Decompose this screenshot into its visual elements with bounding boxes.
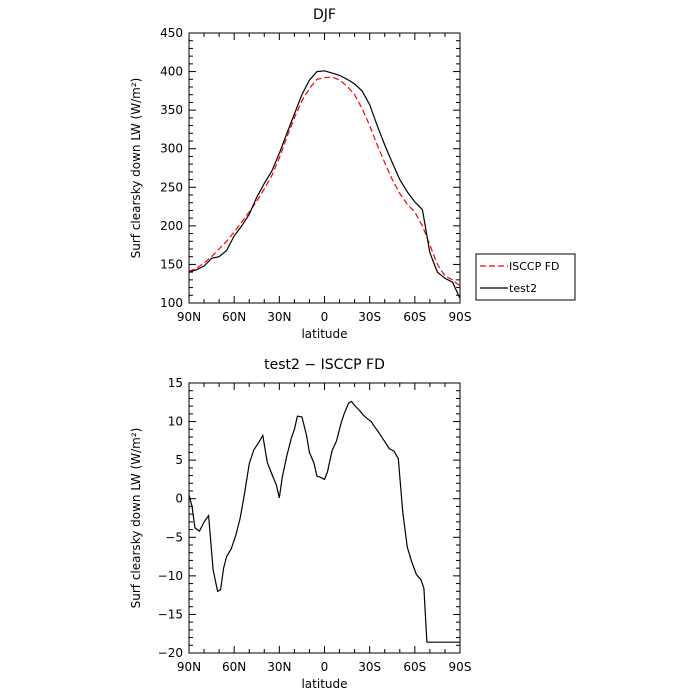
y-tick-label: 450 <box>160 26 183 40</box>
x-tick-label: 60N <box>222 660 246 674</box>
x-tick-label: 30N <box>267 310 291 324</box>
y-tick-label: 400 <box>160 65 183 79</box>
x-tick-label: 60N <box>222 310 246 324</box>
y-tick-label: −10 <box>158 569 183 583</box>
top-panel: DJF 90N 60N 30N 0 30S 60S 90S 100 150 200 250 300 350… <box>129 7 471 341</box>
y-tick-label: 350 <box>160 103 183 117</box>
y-axis-label: Surf clearsky down LW (W/m²) <box>129 78 143 259</box>
y-tick-label: 100 <box>160 296 183 310</box>
x-tick-label: 30S <box>358 660 381 674</box>
x-tick-label: 90S <box>449 310 472 324</box>
series-line-isccp-fd <box>189 76 460 287</box>
x-tick-label: 90N <box>177 660 201 674</box>
legend-label: ISCCP FD <box>509 260 560 273</box>
legend-label: test2 <box>509 282 537 295</box>
x-tick-label: 90S <box>449 660 472 674</box>
y-tick-label: −5 <box>165 530 183 544</box>
x-axis-label: latitude <box>301 327 347 341</box>
x-axis-label: latitude <box>301 677 347 691</box>
x-tick-label: 30N <box>267 660 291 674</box>
legend-box <box>475 253 576 301</box>
series-line-test2 <box>189 70 460 299</box>
y-tick-label: 10 <box>168 415 183 429</box>
y-axis-label: Surf clearsky down LW (W/m²) <box>129 428 143 609</box>
y-tick-label: 250 <box>160 180 183 194</box>
series-line-difference <box>189 400 460 643</box>
x-tick-label: 0 <box>321 310 329 324</box>
chart-title: DJF <box>313 7 336 23</box>
y-tick-label: 200 <box>160 219 183 233</box>
x-tick-label: 30S <box>358 310 381 324</box>
y-tick-label: 0 <box>175 492 183 506</box>
x-tick-label: 60S <box>403 310 426 324</box>
plot-frame <box>188 32 461 304</box>
y-tick-label: 15 <box>168 376 183 390</box>
y-tick-label: −20 <box>158 646 183 660</box>
y-tick-label: −15 <box>158 607 183 621</box>
bottom-panel: test2 − ISCCP FD 90N 60N 30N 0 30S 60S 90S −20 −1… <box>129 357 471 691</box>
x-tick-label: 60S <box>403 660 426 674</box>
y-tick-label: 150 <box>160 257 183 271</box>
y-tick-label: 5 <box>175 453 183 467</box>
chart-title: test2 − ISCCP FD <box>264 357 385 373</box>
plot-frame <box>188 382 461 654</box>
y-tick-label: 300 <box>160 142 183 156</box>
x-tick-label: 0 <box>321 660 329 674</box>
legend: ISCCP FD test2 <box>475 253 576 301</box>
x-tick-label: 90N <box>177 310 201 324</box>
